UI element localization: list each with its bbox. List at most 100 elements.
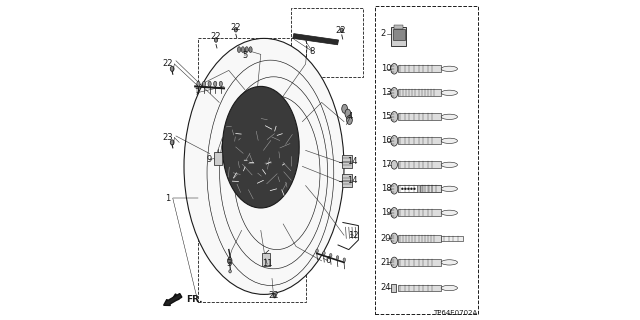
Text: 22: 22 — [163, 60, 173, 68]
Text: 18: 18 — [381, 184, 392, 193]
Text: 1: 1 — [165, 194, 171, 203]
Ellipse shape — [184, 38, 344, 294]
Polygon shape — [292, 34, 339, 45]
Ellipse shape — [390, 63, 398, 74]
Text: 7: 7 — [194, 88, 200, 97]
Ellipse shape — [390, 233, 398, 244]
Ellipse shape — [390, 87, 398, 98]
Text: 5: 5 — [242, 52, 248, 60]
Bar — [262, 253, 270, 266]
Text: 15: 15 — [381, 112, 391, 121]
Ellipse shape — [214, 81, 217, 86]
Text: 22: 22 — [268, 292, 279, 300]
Ellipse shape — [222, 86, 300, 208]
Bar — [398, 89, 441, 96]
Ellipse shape — [343, 258, 346, 262]
Ellipse shape — [441, 66, 458, 71]
Ellipse shape — [390, 184, 398, 194]
Text: 16: 16 — [381, 136, 392, 145]
Text: 2: 2 — [381, 29, 386, 38]
Text: 23: 23 — [163, 133, 173, 142]
Text: 22: 22 — [230, 23, 241, 32]
Ellipse shape — [401, 188, 403, 190]
Ellipse shape — [441, 210, 458, 215]
Text: 8: 8 — [309, 47, 315, 56]
Ellipse shape — [390, 112, 398, 122]
Text: 10: 10 — [381, 64, 391, 73]
Ellipse shape — [441, 162, 458, 167]
Ellipse shape — [237, 47, 241, 52]
Bar — [393, 29, 405, 40]
Bar — [198, 38, 306, 302]
Ellipse shape — [441, 186, 458, 191]
Bar — [441, 236, 463, 241]
Text: 14: 14 — [347, 176, 357, 185]
Text: 3: 3 — [226, 260, 232, 268]
Text: 17: 17 — [381, 160, 392, 169]
Ellipse shape — [441, 285, 458, 291]
Bar — [398, 161, 441, 168]
Bar — [398, 65, 441, 72]
Polygon shape — [342, 174, 352, 187]
Ellipse shape — [410, 188, 413, 190]
Ellipse shape — [197, 81, 200, 86]
Ellipse shape — [316, 249, 319, 253]
Text: 22: 22 — [211, 32, 221, 41]
Bar — [398, 185, 441, 192]
Ellipse shape — [249, 47, 252, 52]
Ellipse shape — [273, 294, 276, 298]
Ellipse shape — [441, 260, 458, 265]
Ellipse shape — [441, 138, 458, 143]
Ellipse shape — [347, 116, 352, 124]
Text: 4: 4 — [348, 112, 353, 121]
Text: 9: 9 — [207, 156, 212, 164]
Bar — [398, 259, 441, 266]
Ellipse shape — [345, 109, 351, 118]
Ellipse shape — [441, 114, 458, 119]
Bar — [398, 185, 417, 192]
Bar — [391, 284, 396, 292]
Text: TP64E0702A: TP64E0702A — [433, 310, 477, 316]
Ellipse shape — [229, 270, 232, 273]
Ellipse shape — [170, 140, 174, 145]
Ellipse shape — [241, 47, 244, 52]
Ellipse shape — [342, 104, 348, 113]
Ellipse shape — [208, 81, 211, 86]
Bar — [420, 185, 441, 192]
Bar — [398, 209, 441, 216]
Polygon shape — [214, 152, 222, 165]
Bar — [398, 113, 441, 120]
Text: 6: 6 — [325, 256, 331, 265]
Bar — [398, 284, 441, 292]
Ellipse shape — [404, 188, 406, 190]
Ellipse shape — [214, 38, 218, 42]
Bar — [398, 235, 441, 242]
Text: 14: 14 — [347, 157, 357, 166]
Ellipse shape — [441, 90, 458, 95]
Text: 22: 22 — [335, 26, 346, 35]
Ellipse shape — [234, 28, 237, 32]
Ellipse shape — [407, 188, 410, 190]
Ellipse shape — [390, 135, 398, 146]
Ellipse shape — [390, 207, 398, 218]
Ellipse shape — [413, 188, 415, 190]
Text: 13: 13 — [381, 88, 392, 97]
Text: 12: 12 — [348, 231, 359, 240]
FancyArrow shape — [164, 293, 182, 306]
Polygon shape — [342, 155, 352, 168]
Ellipse shape — [228, 258, 232, 264]
Text: FR.: FR. — [186, 295, 202, 304]
Ellipse shape — [245, 47, 248, 52]
Ellipse shape — [336, 256, 339, 260]
Text: 11: 11 — [262, 260, 273, 268]
Bar — [291, 8, 364, 77]
Ellipse shape — [391, 161, 397, 169]
Text: 21: 21 — [381, 258, 391, 267]
Text: 19: 19 — [381, 208, 391, 217]
Bar — [398, 137, 441, 144]
Ellipse shape — [170, 66, 174, 71]
Ellipse shape — [202, 81, 205, 86]
Ellipse shape — [219, 81, 223, 86]
Ellipse shape — [330, 253, 332, 257]
Ellipse shape — [323, 251, 325, 255]
